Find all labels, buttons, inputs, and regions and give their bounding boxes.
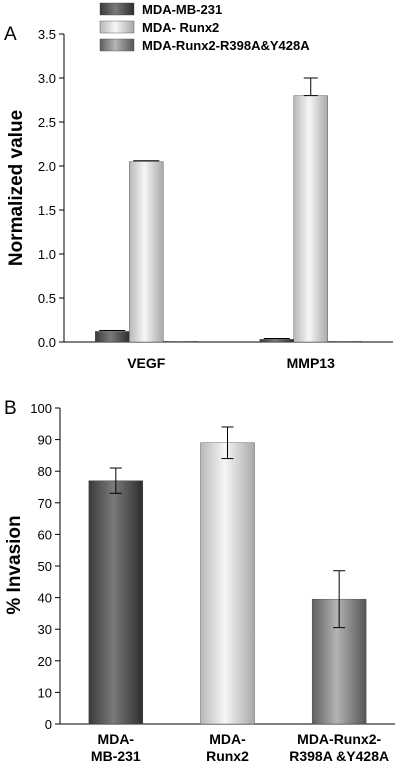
panel-a-category-label: VEGF — [127, 355, 166, 371]
panel-b-label: B — [4, 398, 17, 419]
panel-a-legend-label: MDA-MB-231 — [142, 2, 222, 17]
panel-b-y-tick-label: 40 — [38, 591, 52, 606]
panel-a-y-tick-label: 1.0 — [38, 247, 56, 262]
panel-b-category-label: MDA-Runx2 — [206, 731, 249, 764]
panel-b-y-tick-label: 50 — [38, 559, 52, 574]
panel-b-y-axis-label: % Invasion — [4, 515, 25, 614]
panel-a-bar — [129, 161, 164, 343]
panel-a-y-tick-label: 0.0 — [38, 335, 56, 350]
panel-b-category-label-line: MDA-Runx2- — [297, 731, 381, 747]
panel-a-legend-swatch — [99, 38, 135, 52]
panel-b-category-label: MDA-Runx2-R398A &Y428A — [289, 731, 389, 764]
panel-a-bar — [327, 341, 362, 343]
panel-b-category-label-line: MDA- — [98, 731, 135, 747]
panel-b-category-label: MDA-MB-231 — [91, 731, 141, 764]
panel-a-bar — [163, 341, 198, 343]
panel-b-y-tick-label: 0 — [45, 717, 52, 732]
panel-a-y-axis-label: Normalized value — [6, 110, 27, 266]
panel-a-legend: MDA-MB-231 MDA- Runx2 MDA-Runx2-R398A&Y428… — [99, 2, 310, 53]
panel-b-category-label-line: MB-231 — [91, 748, 141, 764]
panel-a-bar — [293, 95, 328, 343]
panel-b-y-tick-label: 70 — [38, 496, 52, 511]
panel-a-bar — [259, 339, 294, 343]
panel-b-bar — [88, 480, 144, 725]
panel-a-x-axis: VEGF MMP13 — [127, 355, 335, 371]
panel-b-y-tick-label: 10 — [38, 685, 52, 700]
panel-a-legend-label: MDA-Runx2-R398A&Y428A — [142, 38, 310, 53]
panel-a-label: A — [4, 24, 17, 45]
panel-a-legend-swatch — [99, 20, 135, 34]
panel-b-bars — [88, 426, 367, 725]
panel-b-y-tick-label: 60 — [38, 527, 52, 542]
panel-a-category-label: MMP13 — [287, 355, 335, 371]
panel-b-category-label-line: MDA- — [209, 731, 246, 747]
panel-a-y-tick-label: 1.5 — [38, 203, 56, 218]
panel-b-y-tick-label: 80 — [38, 464, 52, 479]
panel-a-legend-swatch — [99, 2, 135, 16]
panel-a-y-tick-label: 2.0 — [38, 159, 56, 174]
panel-b: B % Invasion 0 10 20 30 40 50 60 70 80 90 100 MDA-… — [4, 398, 395, 764]
panel-a-bars — [95, 77, 362, 343]
panel-a-y-tick-label: 3.5 — [38, 27, 56, 42]
panel-b-y-tick-label: 30 — [38, 622, 52, 637]
panel-b-category-label-line: Runx2 — [206, 748, 249, 764]
panel-a-bar — [95, 331, 130, 343]
panel-a-y-tick-label: 3.0 — [38, 71, 56, 86]
panel-b-bar — [200, 442, 255, 725]
panel-b-y-tick-label: 20 — [38, 654, 52, 669]
panel-a-y-axis: 0.0 0.5 1.0 1.5 2.0 2.5 3.0 3.5 — [38, 27, 393, 350]
panel-a-legend-label: MDA- Runx2 — [142, 20, 219, 35]
panel-b-category-label-line: R398A &Y428A — [289, 748, 389, 764]
panel-b-y-tick-label: 100 — [30, 401, 52, 416]
panel-b-y-tick-label: 90 — [38, 433, 52, 448]
panel-a-y-tick-label: 2.5 — [38, 115, 56, 130]
panel-a-y-tick-label: 0.5 — [38, 291, 56, 306]
